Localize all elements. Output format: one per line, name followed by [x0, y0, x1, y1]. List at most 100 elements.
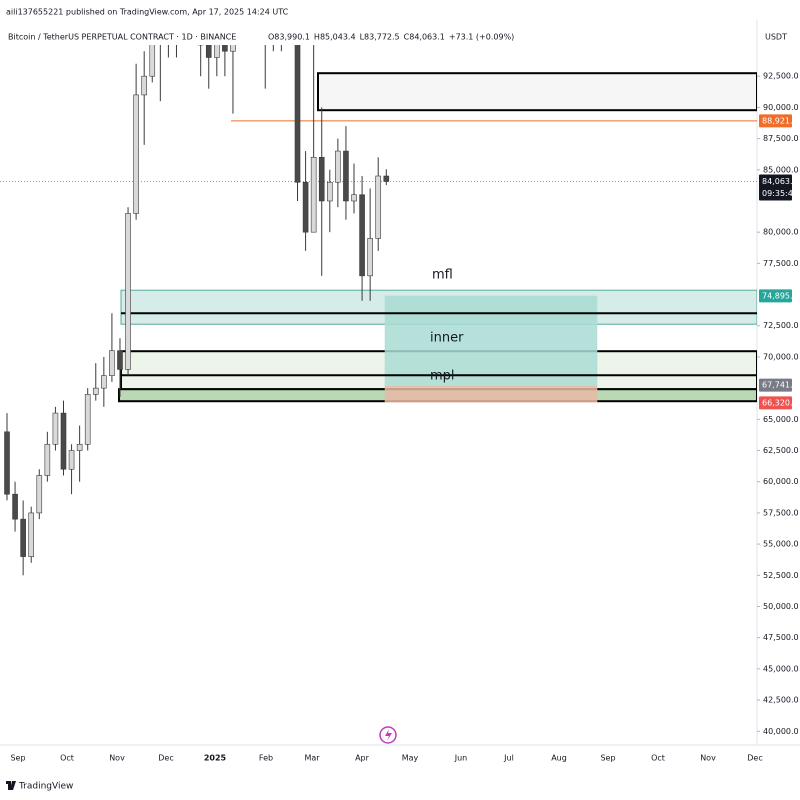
annotation: mfl: [432, 268, 453, 283]
candle-body: [230, 45, 236, 52]
y-tick-label: 80,000.0: [763, 228, 799, 237]
x-tick-label: Jun: [454, 754, 468, 763]
x-tick-label: Oct: [60, 754, 74, 763]
candle: [141, 51, 147, 145]
candle-body: [84, 394, 91, 445]
zone: [317, 72, 757, 112]
candle-body: [36, 475, 43, 514]
y-tick-label: 87,500.0: [763, 134, 799, 143]
y-tick-label: 60,000.0: [763, 477, 799, 486]
plot-area: [0, 45, 757, 576]
price-label: 88,921.3: [762, 116, 798, 125]
candle: [125, 207, 131, 376]
candle: [302, 151, 309, 251]
y-tick-label: 52,500.0: [763, 571, 799, 580]
x-tick-label: Sep: [600, 754, 615, 763]
candle: [318, 107, 325, 276]
candle: [12, 481, 18, 532]
candle-body: [359, 194, 365, 277]
x-tick-label: Dec: [747, 754, 762, 763]
candle-body: [68, 450, 75, 470]
y-tick-label: 70,000.0: [763, 352, 799, 361]
candle-body: [318, 156, 325, 202]
candle: [159, 45, 161, 102]
candle-body: [375, 175, 382, 239]
candle: [92, 363, 99, 401]
candle-body: [133, 94, 139, 214]
candle-body: [149, 45, 156, 77]
candle-body: [205, 45, 212, 58]
candle-body: [335, 150, 341, 183]
candle: [44, 431, 51, 482]
ohlc-value: C84,063.1: [404, 33, 445, 42]
candle: [359, 176, 365, 301]
candle-body: [117, 350, 123, 370]
x-tick-label: Mar: [304, 754, 320, 763]
brand: TradingView: [18, 782, 73, 792]
candle: [230, 45, 236, 114]
countdown: 09:35:49: [762, 189, 798, 198]
candle: [68, 444, 75, 495]
candle: [149, 45, 156, 83]
y-tick-label: 92,500.0: [763, 72, 799, 81]
author: aili137655221 published on TradingView.c…: [6, 8, 289, 17]
candle: [294, 45, 301, 201]
bolt-icon: [379, 726, 397, 744]
price-label-bg: [759, 396, 792, 410]
candle-body: [44, 443, 51, 476]
candle-body: [214, 45, 220, 58]
x-tick-label: Apr: [355, 754, 370, 763]
candle: [351, 163, 357, 214]
candle-body: [76, 443, 83, 451]
candle-body: [109, 350, 115, 376]
x-tick-label: Nov: [700, 754, 716, 763]
candle-body: [302, 181, 309, 233]
zone: [384, 295, 598, 387]
y-tick-label: 77,500.0: [763, 259, 799, 268]
candle: [4, 413, 10, 501]
ohlc-value: O83,990.1: [268, 33, 310, 42]
candle: [133, 63, 139, 220]
price-label: 66,320.5: [762, 398, 798, 407]
candle: [264, 45, 266, 89]
x-tick-label: Aug: [551, 754, 567, 763]
candle: [60, 400, 67, 476]
price-label-bg: [759, 174, 792, 201]
candle-body: [367, 238, 373, 277]
candle-body: [101, 375, 107, 389]
x-tick-label: Feb: [259, 754, 273, 763]
candle: [335, 138, 341, 208]
price-label: 84,063.1: [762, 177, 798, 186]
candle-body: [125, 213, 131, 370]
x-tick-label: 2025: [204, 754, 227, 763]
candle: [20, 500, 26, 576]
candle-body: [12, 493, 18, 520]
candle-body: [28, 512, 35, 557]
x-tick-label: Oct: [651, 754, 665, 763]
x-tick-label: May: [402, 754, 419, 763]
candle: [222, 45, 228, 77]
candle: [109, 313, 115, 382]
y-tick-label: 62,500.0: [763, 446, 799, 455]
price-label: 67,741.7: [762, 381, 798, 390]
candle-body: [4, 431, 10, 495]
price-label-bg: [759, 289, 792, 303]
candle: [214, 45, 220, 77]
annotation: mpl: [430, 369, 455, 384]
y-tick-label: 55,000.0: [763, 540, 799, 549]
candle: [310, 45, 317, 233]
candle: [36, 469, 43, 520]
ohlc-value: H85,043.4: [314, 33, 356, 42]
candle-body: [294, 45, 301, 183]
y-tick-label: 65,000.0: [763, 415, 799, 424]
price-label: 74,895.4: [762, 291, 798, 300]
y-tick-label: 72,500.0: [763, 321, 799, 330]
x-tick-label: Nov: [109, 754, 125, 763]
candle: [76, 425, 83, 482]
candle-body: [310, 156, 317, 233]
candle-body: [92, 387, 99, 395]
candle: [205, 45, 212, 89]
candle-body: [52, 412, 59, 445]
candle: [367, 188, 373, 301]
